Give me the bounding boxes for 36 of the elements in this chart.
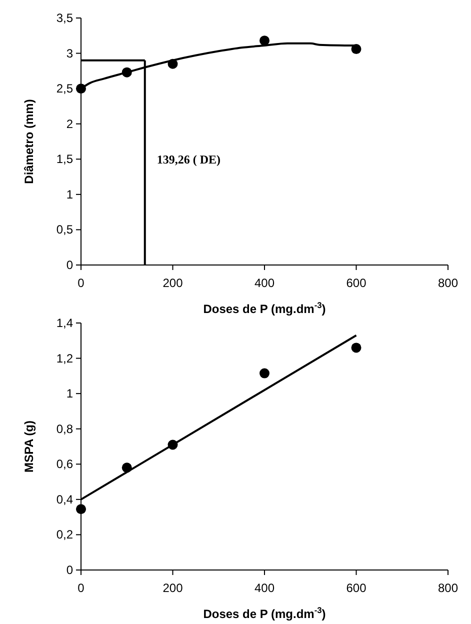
ref-line-label: 139,26 ( DE) — [156, 152, 221, 166]
point — [260, 368, 270, 378]
y-tick-label: 1 — [66, 187, 74, 202]
point — [260, 36, 270, 46]
y-tick-label: 0 — [66, 563, 74, 577]
y-tick-label: 0,2 — [56, 528, 74, 542]
y-axis-title: MSPA (g) — [22, 420, 36, 472]
x-tick-label: 400 — [254, 276, 275, 290]
y-tick-label: 0,6 — [56, 457, 74, 472]
x-axis-title: Doses de P (mg.dm$^{-3}$) — [203, 605, 326, 621]
y-tick-label: 1,4 — [56, 316, 74, 330]
x-tick-label: 200 — [162, 581, 184, 595]
x-tick-label: 0 — [78, 276, 85, 290]
x-tick-label: 0 — [78, 581, 85, 595]
x-tick-label: 400 — [254, 581, 275, 595]
x-tick-label: 800 — [438, 276, 458, 290]
point — [351, 342, 362, 353]
y-tick-label: 2 — [66, 116, 74, 131]
y-tick-label: 3,5 — [56, 11, 74, 25]
y-tick-label: 0,8 — [56, 422, 74, 436]
y-tick-label: 0,5 — [56, 222, 74, 237]
y-axis-title: Diâmetro (mm) — [22, 99, 36, 184]
y-tick-label: 2,5 — [56, 82, 74, 96]
x-tick-label: 600 — [346, 581, 367, 595]
point — [351, 44, 362, 54]
point — [76, 504, 86, 514]
y-tick-label: 3 — [66, 46, 74, 60]
y-tick-label: 1,5 — [56, 152, 74, 166]
y-tick-label: 0 — [66, 258, 74, 272]
x-tick-label: 800 — [438, 581, 458, 595]
y-tick-label: 1 — [66, 386, 74, 401]
x-tick-label: 600 — [346, 276, 367, 290]
y-tick-label: 0,4 — [56, 492, 74, 506]
x-axis-title: Doses de P (mg.dm$^{-3}$) — [203, 300, 326, 316]
y-tick-label: 1,2 — [56, 351, 74, 366]
x-tick-label: 200 — [162, 276, 184, 290]
